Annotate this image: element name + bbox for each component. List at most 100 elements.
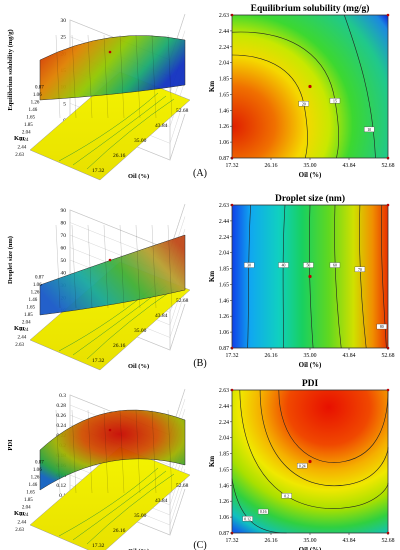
contour-line — [231, 54, 308, 159]
oil-tick-label: 35.00 — [134, 513, 147, 519]
contour-level-label: 15 — [333, 99, 337, 103]
x-tick-label: 43.84 — [342, 538, 355, 544]
km-tick-label: 1.06 — [33, 283, 42, 288]
y-tick-label: 1.26 — [219, 124, 229, 130]
contour-level-box — [354, 266, 366, 273]
surface-mesh-line — [167, 224, 173, 309]
x-tick-label: 26.16 — [264, 353, 277, 359]
x-axis-label: Oil (%) — [299, 546, 322, 550]
y-tick-label: 1.85 — [219, 452, 229, 458]
contour-line — [334, 204, 342, 349]
y-tick-label: 2.44 — [219, 219, 229, 225]
center-point — [308, 84, 312, 89]
contour-level-label: 0.16 — [260, 510, 267, 514]
contour-line — [231, 478, 287, 534]
z-gridline — [169, 291, 186, 338]
contour-plot: Equilibrium solubility (mg/g) 20 15 10 17.32… — [208, 3, 395, 179]
contour-level-label: 50 — [307, 264, 311, 268]
y-axis-label: Km — [208, 456, 216, 467]
km-tick-label: 2.63 — [15, 528, 24, 533]
contour-line — [359, 204, 367, 349]
x-tick-label: 17.32 — [225, 163, 238, 169]
z-gridline — [169, 303, 186, 351]
surface-plot: 102030405060708090Droplet size (nm)2.632… — [7, 203, 191, 371]
z-tick-label: 0.24 — [56, 423, 66, 429]
y-tick-label: 1.06 — [219, 330, 229, 336]
km-tick-label: 2.04 — [22, 131, 31, 136]
panel-b: 102030405060708090Droplet size (nm)2.632… — [7, 193, 395, 371]
surface-mesh-line — [87, 409, 93, 494]
surface-mesh-line — [87, 224, 93, 309]
y-tick-label: 0.87 — [219, 346, 229, 352]
surface-mesh-line — [119, 409, 125, 494]
contour-title: Equilibrium solubility (mg/g) — [251, 3, 370, 14]
km-tick-label: 1.46 — [28, 298, 37, 303]
z-axis-label: Droplet size (nm) — [7, 236, 14, 284]
panel-label: (C) — [193, 540, 206, 550]
km-tick-label: 1.06 — [33, 93, 42, 98]
design-point — [108, 258, 112, 262]
x-tick-label: 35.00 — [303, 538, 316, 544]
y-tick-label: 2.04 — [219, 251, 229, 257]
contour-line — [309, 204, 314, 349]
y-tick-label: 1.65 — [219, 467, 229, 473]
contour-title: Droplet size (nm) — [275, 193, 345, 204]
y-tick-label: 1.06 — [219, 515, 229, 521]
km-tick-label: 2.04 — [22, 321, 31, 326]
panel-label: (A) — [193, 168, 207, 179]
panel-a: 051015202530Equilibrium solubility (mg/g… — [7, 3, 395, 181]
oil-tick-label: 26.16 — [113, 343, 126, 349]
km-tick-label: 1.85 — [24, 313, 33, 318]
surface-mesh-line — [103, 409, 109, 494]
oil-tick-label: 43.84 — [155, 498, 168, 504]
contour-level-box — [242, 516, 253, 522]
y-axis-label: Km — [208, 81, 216, 92]
contour-level-label: 0.12 — [244, 517, 251, 521]
floor-contour — [29, 71, 191, 181]
contour-level-box — [364, 126, 375, 133]
km-tick-label: 2.24 — [20, 328, 29, 333]
surface-plot: 0.10.120.140.160.180.20.220.240.260.280.… — [7, 388, 191, 550]
z-tick-label: 0.26 — [56, 413, 66, 419]
y-tick-label: 1.85 — [219, 267, 229, 273]
y-tick-label: 0.87 — [219, 531, 229, 537]
oil-tick-label: 52.68 — [176, 483, 189, 489]
surface-mesh-line — [151, 409, 157, 494]
contour-line — [231, 31, 339, 159]
contour-level-box — [258, 508, 269, 515]
km-tick-label: 1.65 — [26, 116, 35, 121]
contour-level-box — [244, 262, 255, 268]
surface-mesh-line — [55, 34, 61, 119]
x-tick-label: 43.84 — [342, 163, 355, 169]
x-axis-label: Oil (%) — [299, 361, 322, 369]
surface-mesh-line — [119, 34, 125, 119]
surface-mesh-line — [151, 34, 157, 119]
y-tick-label: 2.63 — [219, 203, 229, 209]
y-tick-label: 2.63 — [219, 388, 229, 394]
x-axis-label: Oil (%) — [299, 171, 322, 179]
floor-contour-line — [86, 98, 175, 170]
contour-level-label: 0.2 — [284, 494, 289, 498]
y-tick-label: 2.44 — [219, 404, 229, 410]
contour-line — [344, 14, 376, 159]
y-tick-label: 1.46 — [219, 483, 229, 489]
surface-mesh-line — [135, 224, 141, 309]
km-tick-label: 2.63 — [15, 153, 24, 158]
contour-level-box — [278, 262, 289, 268]
contour-level-label: 60 — [333, 264, 337, 268]
km-tick-label: 1.65 — [26, 306, 35, 311]
floor-contour-line — [58, 92, 159, 162]
design-point — [108, 428, 112, 432]
panel-label: (B) — [193, 358, 206, 369]
km-tick-label: 1.85 — [24, 498, 33, 503]
y-axis-label: Km — [208, 271, 216, 282]
surface-mesh-line — [71, 34, 77, 119]
km-tick-label: 0.87 — [35, 461, 44, 466]
oil-tick-label: 43.84 — [155, 123, 168, 129]
km-tick-label: 1.46 — [28, 483, 37, 488]
km-tick-label: 1.46 — [28, 108, 37, 113]
km-tick-label: 1.26 — [31, 101, 40, 106]
km-tick-label: 1.65 — [26, 491, 35, 496]
km-tick-label: 2.44 — [17, 521, 26, 526]
y-tick-label: 2.24 — [219, 45, 229, 51]
